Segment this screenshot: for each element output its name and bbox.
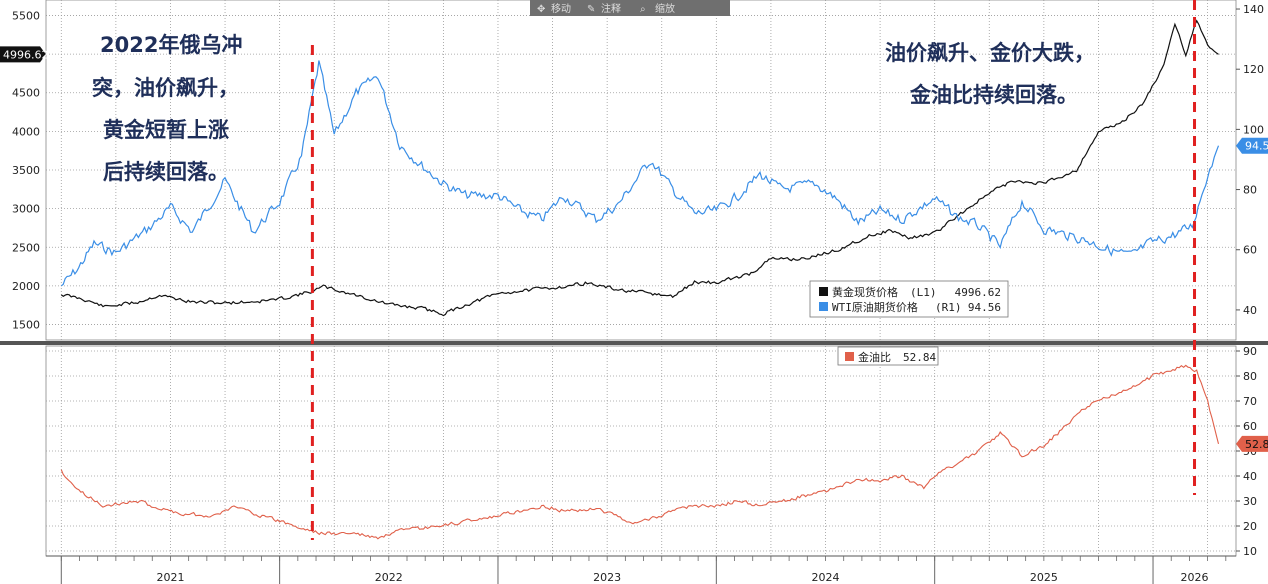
legend-value-ratio: 52.84 [903,351,936,364]
last-value-badge-ratio: 52.84 [1236,435,1268,452]
y-tick-ratio: 80 [1243,370,1257,383]
toolbar-move-label: 移动 [551,2,571,15]
move-icon: ✥ [537,4,545,15]
annotation-right-line-1: 油价飙升、金价大跌， [885,41,1095,65]
top-legend[interactable]: 黄金现货价格 (L1) 4996.62 WTI原油期货价格 (R1) 94.56 [809,280,1009,318]
last-value-badge-gold-shape [0,46,46,63]
y-tick-right: 60 [1243,244,1257,257]
y-tick-left: 2000 [12,280,40,293]
y-tick-ratio: 10 [1243,545,1257,558]
y-tick-left: 4500 [12,87,40,100]
y-tick-ratio: 30 [1243,495,1257,508]
annotation-right: 油价飙升、金价大跌， 金油比持续回落。 [885,41,1095,107]
toolbar-annotate-label: 注释 [601,2,621,15]
series-gold-line [60,19,1219,317]
toolbar-zoom-label: 缩放 [655,2,675,15]
y-tick-right: 140 [1243,3,1264,16]
legend-label-ratio: 金油比 [858,350,891,364]
x-tick-label: 2024 [812,571,840,584]
y-tick-ratio: 40 [1243,470,1257,483]
top-legend-box [809,280,1009,318]
legend-label-gold: 黄金现货价格 [832,285,898,299]
annotation-left: 2022年俄乌冲 突，油价飙升， 黄金短暂上涨 后持续回落。 [92,33,242,184]
legend-swatch-gold [819,287,828,296]
x-tick-label: 2021 [156,571,184,584]
pencil-icon: ✎ [587,4,595,15]
chart-toolbar: ✥ 移动 ✎ 注释 ⌕ 缩放 [530,0,730,16]
last-value-badge-ratio-text: 52.84 [1245,438,1268,451]
legend-value-wti: 94.56 [968,301,1001,314]
last-value-badge-ratio-shape [1236,435,1268,452]
y-tick-left: 5500 [12,9,40,22]
y-tick-left: 3000 [12,203,40,216]
annotation-right-line-2: 金油比持续回落。 [909,83,1078,107]
legend-label-wti: WTI原油期货价格 [832,300,918,314]
y-tick-left: 2500 [12,241,40,254]
y-tick-ratio: 70 [1243,395,1257,408]
y-tick-ratio: 20 [1243,520,1257,533]
series-wti-line [60,60,1220,287]
y-tick-right: 100 [1243,123,1264,136]
y-tick-right: 80 [1243,184,1257,197]
last-value-badge-gold: 4996.62 [0,46,49,63]
last-value-badge-wti-shape [1236,137,1268,154]
x-tick-label: 2022 [375,571,403,584]
legend-axis-wti: (R1) [935,301,962,314]
legend-swatch-ratio [845,352,854,361]
zoom-icon: ⌕ [640,4,646,15]
legend-axis-gold: (L1) [910,286,937,299]
annotation-left-line-3: 黄金短暂上涨 [103,118,229,142]
bottom-legend[interactable]: 金油比 52.84 [837,346,939,366]
series-ratio-line [60,364,1220,540]
toolbar-annotate-button[interactable]: ✎ 注释 [587,2,621,15]
toolbar-zoom-button[interactable]: ⌕ 缩放 [640,2,675,15]
x-tick-label: 2026 [1181,571,1209,584]
x-tick-label: 2023 [593,571,621,584]
y-tick-right: 40 [1243,304,1257,317]
annotation-left-line-2: 突，油价飙升， [92,76,239,100]
y-tick-left: 4000 [12,125,40,138]
toolbar-move-button[interactable]: ✥ 移动 [537,2,571,15]
last-value-badge-wti: 94.56 [1236,137,1268,154]
last-value-badge-gold-text: 4996.62 [3,48,49,61]
y-tick-ratio: 90 [1243,345,1257,358]
annotation-left-line-4: 后持续回落。 [103,160,229,184]
y-tick-left: 3500 [12,164,40,177]
x-tick-label: 2025 [1030,571,1058,584]
annotation-left-line-1: 2022年俄乌冲 [100,33,242,57]
legend-swatch-wti [819,302,828,311]
y-tick-left: 1500 [12,319,40,332]
y-tick-ratio: 60 [1243,420,1257,433]
legend-value-gold: 4996.62 [955,286,1001,299]
y-tick-right: 120 [1243,63,1264,76]
bottom-legend-box [837,346,939,366]
toolbar-background [530,0,730,16]
last-value-badge-wti-text: 94.56 [1245,140,1268,153]
